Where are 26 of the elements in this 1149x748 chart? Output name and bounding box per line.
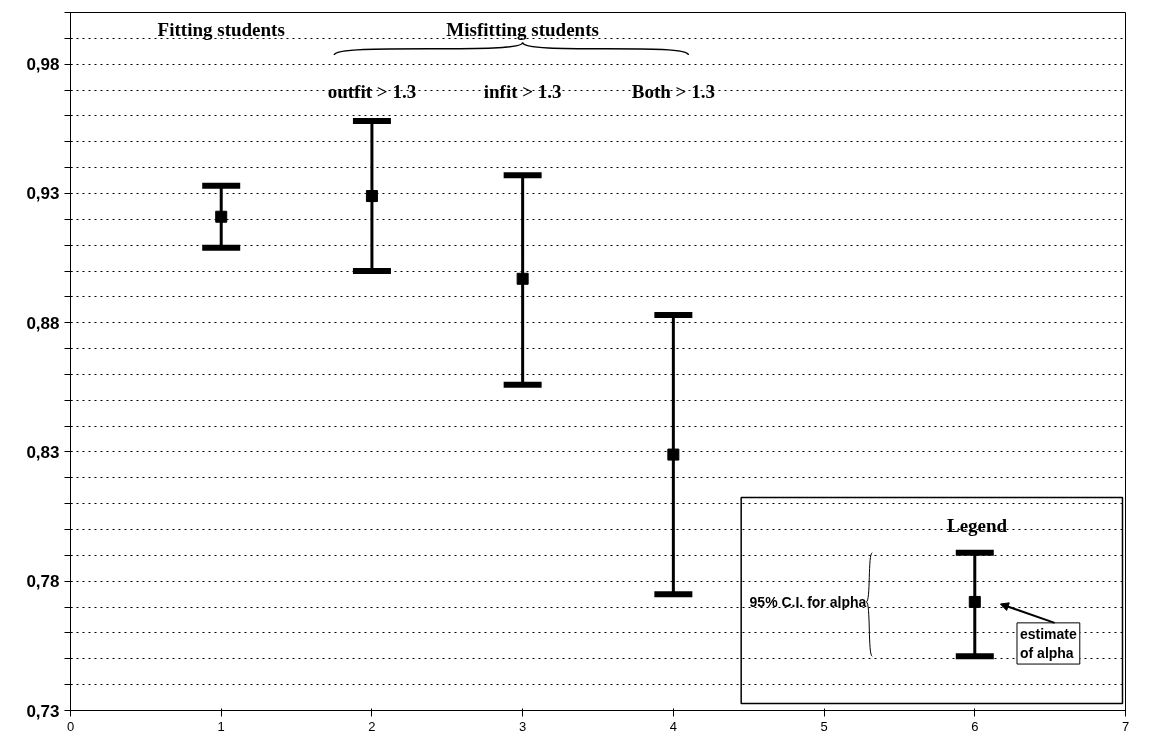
annotation: Fitting students xyxy=(157,19,285,41)
x-tick-label: 7 xyxy=(1121,718,1130,734)
x-tick-label: 0 xyxy=(66,718,75,734)
point xyxy=(968,595,981,608)
y-tick-label: 0,93 xyxy=(26,184,60,204)
y-tick-label: 0,88 xyxy=(26,313,60,333)
x-tick-label: 5 xyxy=(820,718,828,734)
annotation: 95% C.I. for alpha xyxy=(749,593,867,610)
x-tick-label: 3 xyxy=(519,718,527,734)
annotation: Misfitting students xyxy=(446,19,599,41)
annotation: estimate of alpha xyxy=(1019,625,1078,662)
annotation: Legend xyxy=(946,515,1008,536)
x-tick-label: 1 xyxy=(217,718,225,734)
point xyxy=(365,190,378,203)
annotation: outfit > 1.3 xyxy=(327,80,417,102)
x-tick-label: 2 xyxy=(368,718,376,734)
point xyxy=(667,448,680,461)
y-tick-label: 0,78 xyxy=(26,572,60,592)
x-tick-label: 4 xyxy=(669,718,677,734)
x-tick-label: 6 xyxy=(971,718,979,734)
y-tick-label: 0,73 xyxy=(26,701,60,721)
y-tick-label: 0,98 xyxy=(26,55,60,75)
point xyxy=(516,272,529,285)
annotation: infit > 1.3 xyxy=(483,80,562,102)
point xyxy=(215,210,228,223)
y-tick-label: 0,83 xyxy=(26,442,60,462)
